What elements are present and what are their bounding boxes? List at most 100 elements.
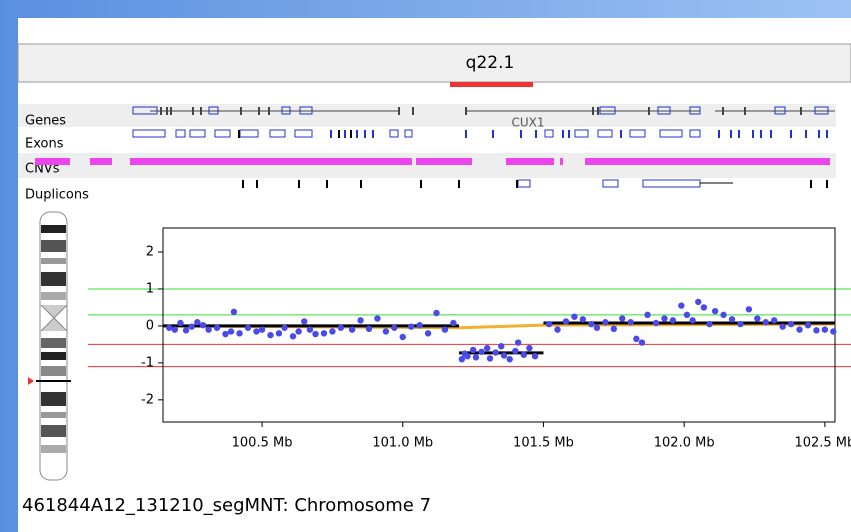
point	[194, 319, 201, 326]
track-glyphs	[35, 106, 835, 188]
point	[745, 306, 753, 313]
glyph	[389, 129, 399, 138]
x-tick-label: 100.5 Mb	[232, 436, 293, 451]
glyph	[597, 107, 599, 115]
glyph	[238, 130, 240, 138]
point	[486, 355, 494, 362]
point	[554, 326, 561, 333]
y-tick-label: 0	[146, 318, 154, 333]
track-label: CNVs	[25, 162, 60, 177]
point	[244, 324, 252, 331]
x-tick-label: 102.5 Mb	[794, 436, 851, 451]
point	[652, 319, 660, 327]
point	[562, 318, 570, 325]
point	[171, 326, 179, 333]
point	[483, 344, 491, 352]
cnv-bg	[18, 153, 836, 178]
glyph	[214, 129, 231, 138]
glyph	[718, 130, 720, 138]
point	[165, 324, 173, 331]
glyph	[268, 107, 270, 115]
x-tick-label: 101.0 Mb	[372, 436, 433, 451]
point	[424, 330, 432, 337]
glyph	[269, 129, 286, 138]
track-label: Duplicons	[25, 188, 89, 203]
glyph	[814, 106, 829, 115]
glyph	[592, 107, 594, 115]
point	[188, 323, 195, 330]
point	[700, 304, 708, 311]
point	[588, 320, 595, 328]
point	[289, 333, 297, 340]
point	[253, 328, 260, 335]
point	[227, 328, 235, 335]
point	[737, 320, 744, 328]
glyph	[689, 106, 701, 115]
glyph	[744, 107, 746, 115]
glyph	[810, 180, 812, 188]
point	[450, 319, 457, 327]
cnv	[90, 158, 112, 165]
point	[520, 351, 527, 358]
panel	[18, 18, 851, 532]
glyph	[790, 130, 792, 138]
point	[433, 309, 440, 317]
point	[531, 353, 539, 360]
cnv	[416, 158, 472, 165]
point	[498, 343, 505, 350]
glyph	[597, 129, 613, 138]
point	[627, 319, 634, 326]
point	[813, 327, 820, 334]
y-tick-label: 2	[146, 245, 154, 260]
point	[683, 311, 691, 319]
point	[771, 317, 778, 324]
point	[408, 323, 415, 330]
point	[337, 324, 345, 331]
glyph	[344, 130, 346, 138]
point	[469, 346, 477, 354]
point	[329, 328, 336, 335]
point	[267, 331, 274, 339]
point	[222, 330, 229, 338]
point	[545, 320, 553, 328]
band-label: q22.1	[466, 53, 515, 73]
glyph	[299, 106, 313, 115]
y-tick-label: -2	[141, 392, 154, 407]
point	[633, 335, 640, 343]
point	[706, 320, 713, 328]
glyph	[200, 107, 202, 115]
point	[230, 308, 238, 316]
glyph	[568, 130, 570, 138]
ideogram	[28, 211, 71, 481]
genes-bg	[18, 104, 836, 127]
point	[602, 319, 609, 326]
glyph	[544, 129, 554, 138]
point	[762, 319, 769, 326]
glyph	[364, 130, 366, 138]
glyph	[170, 107, 172, 115]
point	[796, 326, 803, 333]
glyph	[208, 106, 219, 115]
point	[472, 354, 480, 361]
glyph	[175, 129, 186, 138]
glyph	[659, 129, 683, 138]
glyph	[294, 129, 313, 138]
glyph	[298, 180, 300, 188]
glyph	[657, 106, 671, 115]
point	[669, 317, 677, 324]
glyph	[465, 107, 467, 115]
point	[357, 317, 364, 324]
glyph	[602, 179, 619, 188]
glyph	[258, 107, 260, 115]
point	[500, 352, 508, 359]
glyph	[689, 129, 701, 138]
track-label: Genes	[25, 114, 66, 129]
glyph	[404, 129, 413, 138]
glyph	[629, 129, 646, 138]
glyph	[326, 180, 328, 188]
glyph	[458, 180, 460, 188]
point	[458, 355, 466, 363]
point	[644, 311, 651, 319]
point	[236, 330, 243, 337]
